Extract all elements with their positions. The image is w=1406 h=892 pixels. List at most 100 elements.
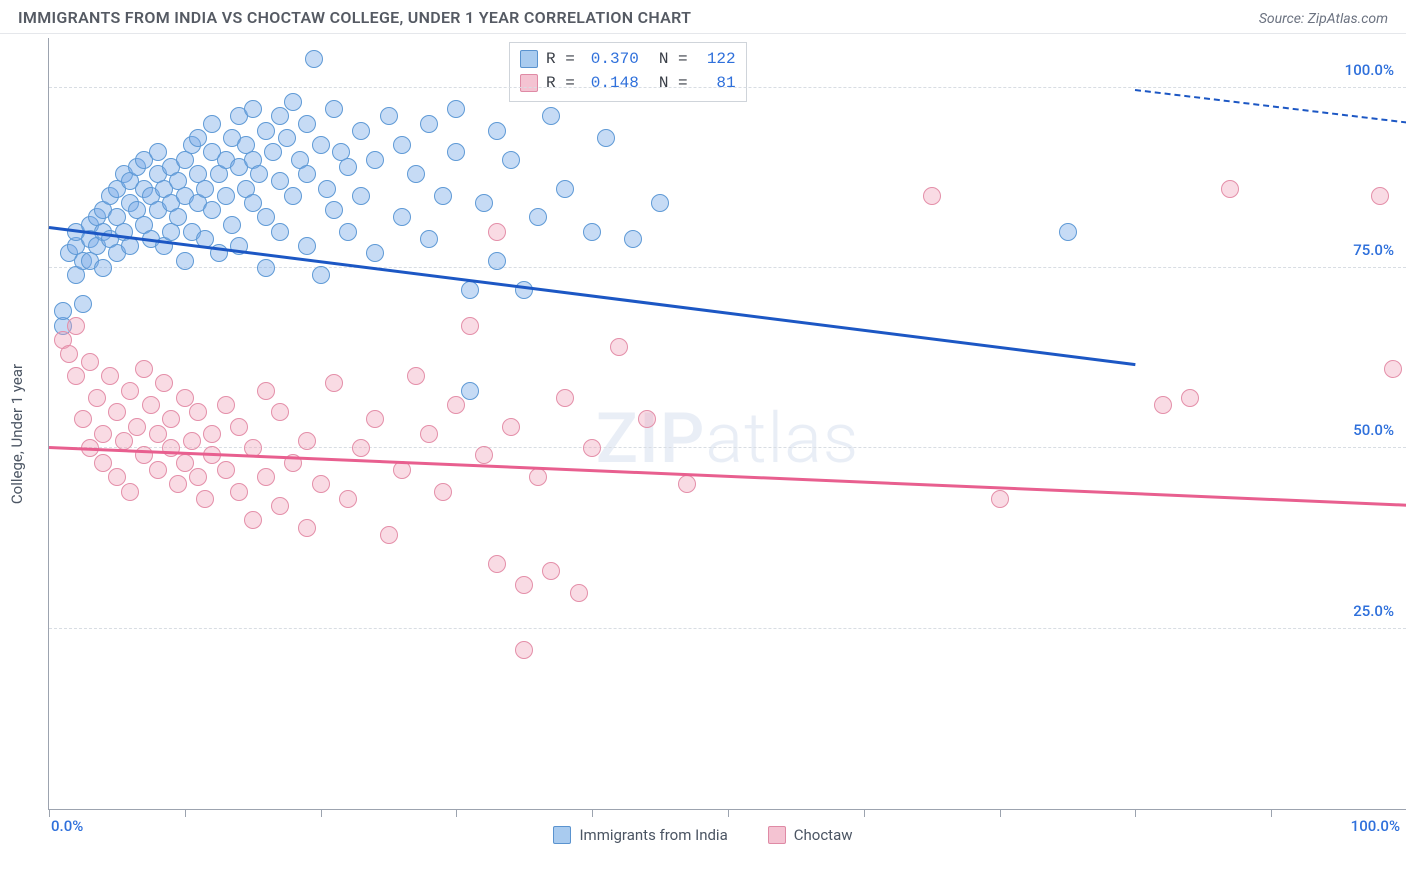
scatter-point bbox=[196, 180, 214, 198]
scatter-point bbox=[1154, 396, 1172, 414]
x-tick bbox=[1000, 809, 1001, 817]
scatter-point bbox=[1384, 360, 1402, 378]
stat-r-label: R = bbox=[546, 47, 575, 71]
gridline bbox=[49, 87, 1406, 88]
scatter-point bbox=[312, 136, 330, 154]
scatter-point bbox=[101, 367, 119, 385]
scatter-point bbox=[1059, 223, 1077, 241]
scatter-point bbox=[298, 519, 316, 537]
scatter-point bbox=[189, 403, 207, 421]
scatter-point bbox=[556, 389, 574, 407]
scatter-point bbox=[284, 187, 302, 205]
scatter-point bbox=[230, 483, 248, 501]
scatter-point bbox=[366, 244, 384, 262]
scatter-point bbox=[515, 641, 533, 659]
scatter-point bbox=[149, 425, 167, 443]
scatter-point bbox=[244, 100, 262, 118]
legend-swatch bbox=[768, 826, 786, 844]
scatter-point bbox=[325, 201, 343, 219]
scatter-point bbox=[271, 107, 289, 125]
scatter-point bbox=[81, 353, 99, 371]
scatter-point bbox=[318, 180, 336, 198]
scatter-point bbox=[529, 208, 547, 226]
scatter-point bbox=[434, 483, 452, 501]
scatter-point bbox=[162, 439, 180, 457]
x-tick bbox=[1135, 809, 1136, 817]
scatter-point bbox=[176, 454, 194, 472]
trend-line bbox=[49, 446, 1406, 506]
scatter-point bbox=[60, 345, 78, 363]
scatter-point bbox=[678, 475, 696, 493]
scatter-point bbox=[339, 223, 357, 241]
scatter-point bbox=[74, 295, 92, 313]
scatter-point bbox=[366, 410, 384, 428]
legend-swatch bbox=[553, 826, 571, 844]
scatter-point bbox=[570, 584, 588, 602]
scatter-point bbox=[298, 165, 316, 183]
scatter-point bbox=[121, 382, 139, 400]
chart-title: IMMIGRANTS FROM INDIA VS CHOCTAW COLLEGE… bbox=[18, 8, 691, 27]
chart-header: IMMIGRANTS FROM INDIA VS CHOCTAW COLLEGE… bbox=[0, 0, 1406, 34]
y-tick-label: 25.0% bbox=[1353, 602, 1394, 620]
scatter-point bbox=[74, 410, 92, 428]
scatter-point bbox=[488, 252, 506, 270]
scatter-point bbox=[542, 107, 560, 125]
scatter-point bbox=[407, 165, 425, 183]
scatter-point bbox=[515, 281, 533, 299]
scatter-point bbox=[420, 230, 438, 248]
plot-region: ZIPatlas R =0.370N =122R =0.148N =81 25.… bbox=[48, 38, 1406, 810]
scatter-point bbox=[298, 432, 316, 450]
scatter-point bbox=[597, 129, 615, 147]
scatter-point bbox=[420, 115, 438, 133]
scatter-point bbox=[176, 252, 194, 270]
scatter-point bbox=[203, 115, 221, 133]
scatter-point bbox=[407, 367, 425, 385]
gridline bbox=[49, 628, 1406, 629]
legend-swatch bbox=[520, 50, 538, 68]
scatter-point bbox=[991, 490, 1009, 508]
scatter-point bbox=[94, 259, 112, 277]
source-label: Source: ZipAtlas.com bbox=[1259, 11, 1388, 27]
stat-n-label: N = bbox=[659, 71, 688, 95]
scatter-point bbox=[257, 468, 275, 486]
scatter-point bbox=[115, 432, 133, 450]
scatter-point bbox=[196, 490, 214, 508]
scatter-point bbox=[312, 266, 330, 284]
scatter-point bbox=[284, 93, 302, 111]
scatter-point bbox=[244, 194, 262, 212]
scatter-point bbox=[257, 122, 275, 140]
scatter-point bbox=[447, 143, 465, 161]
scatter-point bbox=[183, 432, 201, 450]
legend-item: Immigrants from India bbox=[553, 826, 727, 844]
stat-r-value: 0.148 bbox=[583, 71, 639, 95]
scatter-point bbox=[339, 158, 357, 176]
scatter-point bbox=[610, 338, 628, 356]
stat-r-label: R = bbox=[546, 71, 575, 95]
trend-line bbox=[49, 226, 1136, 366]
scatter-point bbox=[189, 468, 207, 486]
scatter-point bbox=[475, 446, 493, 464]
legend-swatch bbox=[520, 74, 538, 92]
scatter-point bbox=[1221, 180, 1239, 198]
scatter-point bbox=[352, 187, 370, 205]
scatter-point bbox=[488, 555, 506, 573]
scatter-point bbox=[128, 418, 146, 436]
scatter-point bbox=[352, 439, 370, 457]
scatter-point bbox=[278, 129, 296, 147]
x-tick bbox=[49, 809, 50, 817]
scatter-point bbox=[67, 367, 85, 385]
scatter-point bbox=[121, 237, 139, 255]
scatter-point bbox=[325, 100, 343, 118]
scatter-point bbox=[298, 237, 316, 255]
scatter-point bbox=[352, 122, 370, 140]
legend-label: Choctaw bbox=[794, 826, 853, 844]
scatter-point bbox=[155, 374, 173, 392]
y-axis-label: College, Under 1 year bbox=[8, 364, 26, 504]
scatter-point bbox=[169, 208, 187, 226]
scatter-point bbox=[556, 180, 574, 198]
stat-r-value: 0.370 bbox=[583, 47, 639, 71]
scatter-point bbox=[434, 187, 452, 205]
scatter-point bbox=[230, 418, 248, 436]
y-tick-label: 100.0% bbox=[1345, 61, 1394, 79]
scatter-point bbox=[203, 425, 221, 443]
